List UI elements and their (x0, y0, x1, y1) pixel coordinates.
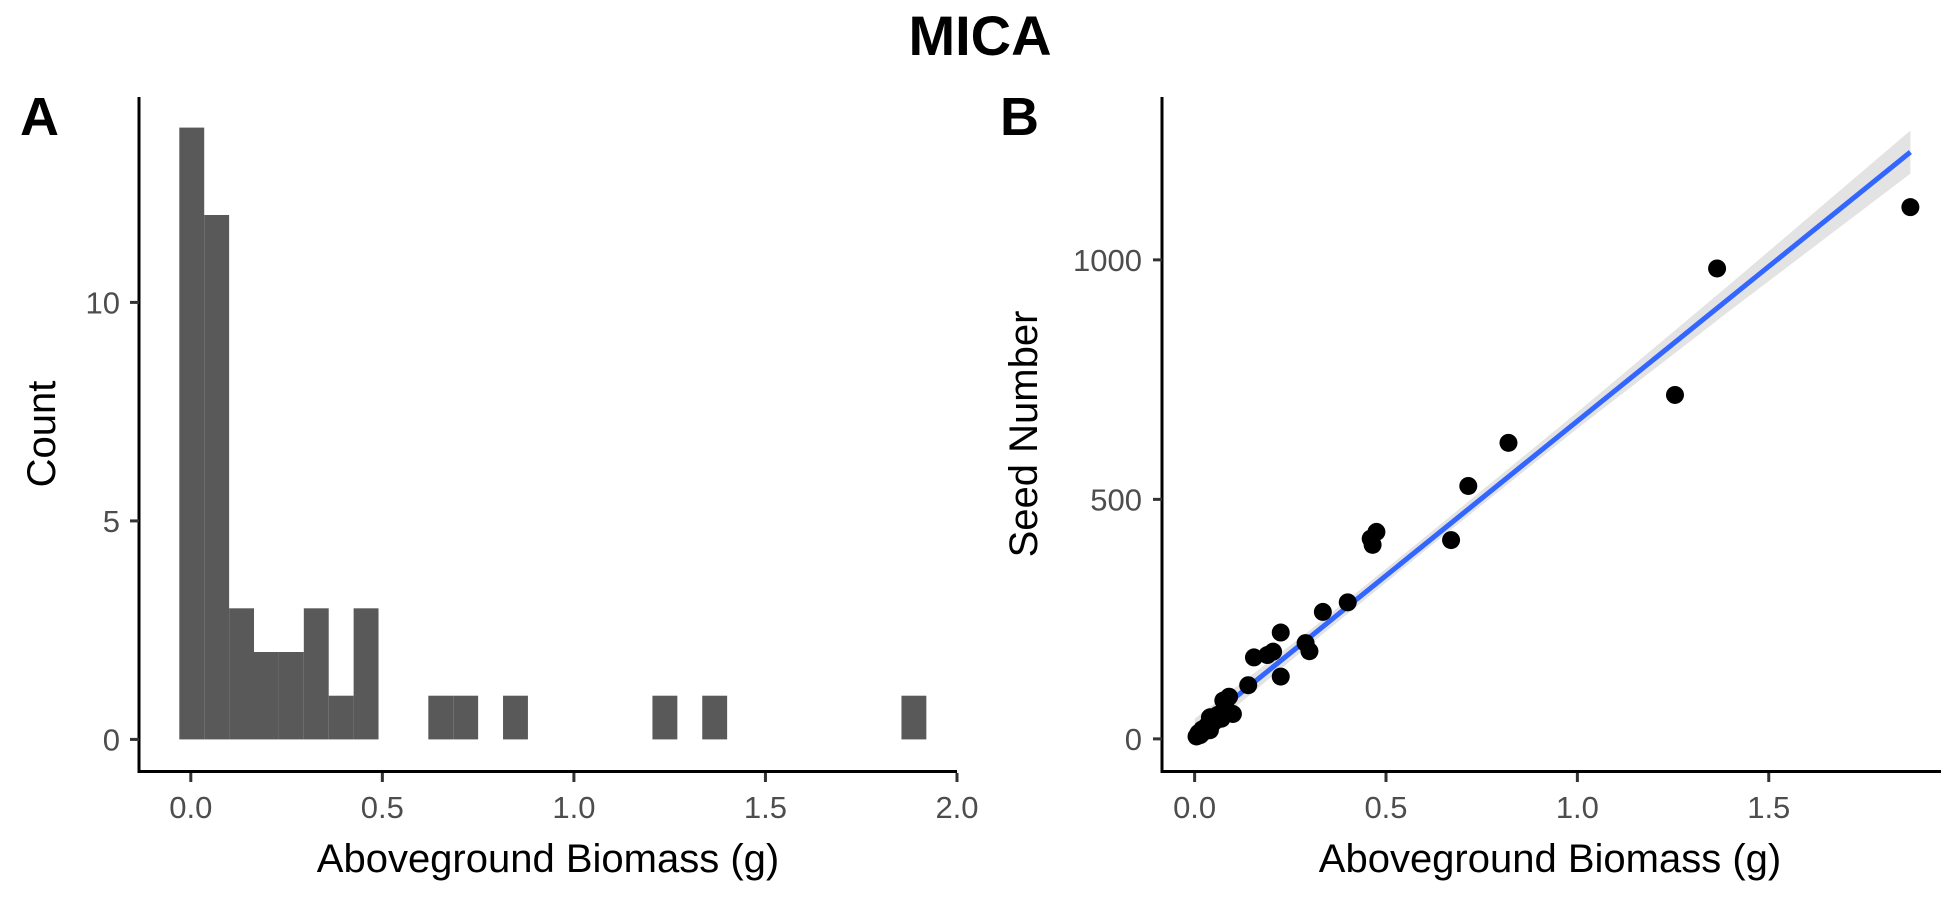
panel-a-x-axis-label: Aboveground Biomass (g) (317, 837, 779, 881)
scatter-point (1313, 602, 1332, 621)
x-tick-label: 1.5 (744, 790, 787, 825)
histogram-bar (278, 652, 304, 740)
y-tick-label: 10 (86, 285, 120, 320)
histogram-bar (303, 608, 329, 740)
regression-fit (1193, 150, 1912, 733)
panel-b-x-axis-label: Aboveground Biomass (g) (1319, 837, 1781, 881)
y-tick-label: 5 (103, 504, 120, 539)
histogram-bar (652, 695, 678, 740)
x-tick-label: 0.0 (1173, 790, 1216, 825)
panel-a-y-ticks: 0 5 10 (86, 285, 139, 757)
scatter-point (1271, 623, 1290, 642)
scatter-point (1708, 259, 1727, 278)
x-tick-label: 0.0 (169, 790, 212, 825)
scatter-point (1223, 704, 1242, 723)
histogram-bar (428, 695, 454, 740)
x-tick-label: 1.0 (1556, 790, 1599, 825)
histogram-bar (204, 214, 230, 740)
histogram-bar (901, 695, 927, 740)
scatter-point (1244, 648, 1263, 667)
figure-title: MICA (908, 4, 1051, 67)
histogram-bar (453, 695, 479, 740)
y-tick-label: 0 (103, 722, 120, 757)
x-tick-label: 2.0 (935, 790, 978, 825)
scatter-points (1187, 198, 1920, 746)
x-tick-label: 0.5 (361, 790, 404, 825)
scatter-point (1300, 642, 1319, 661)
scatter-point (1220, 687, 1239, 706)
x-tick-label: 1.5 (1747, 790, 1790, 825)
histogram-bar (503, 695, 528, 740)
histogram-bar (328, 695, 354, 740)
panel-b-y-ticks: 0 500 1000 (1073, 243, 1162, 757)
histogram-bar (229, 608, 255, 740)
scatter-point (1499, 433, 1518, 452)
regression-line (1193, 150, 1912, 733)
histogram-plot (179, 127, 927, 740)
x-tick-label: 1.0 (552, 790, 595, 825)
scatter-point (1459, 476, 1478, 495)
panel-a-x-ticks: 0.0 0.5 1.0 1.5 2.0 (169, 773, 979, 825)
panel-a-tag: A (20, 87, 59, 147)
scatter-point (1367, 522, 1386, 541)
scatter-point (1239, 676, 1258, 695)
scatter-point (1271, 667, 1290, 686)
x-tick-label: 0.5 (1364, 790, 1407, 825)
panel-a: A 0.0 0.5 1.0 1.5 2.0 0 5 10 Aboveground Bioma… (20, 87, 979, 881)
histogram-bar (254, 652, 279, 740)
panel-b-y-axis-label: Seed Number (1002, 311, 1046, 558)
scatter-point (1901, 198, 1920, 217)
panel-b-tag: B (1000, 87, 1039, 147)
panel-b: B 0.0 0.5 1.0 1.5 0 500 1000 Aboveground Biom… (1000, 87, 1941, 881)
scatter-point (1338, 593, 1357, 612)
scatter-point (1665, 385, 1684, 404)
y-tick-label: 0 (1125, 722, 1142, 757)
panel-a-y-axis-label: Count (20, 381, 64, 488)
histogram-bar (179, 127, 205, 740)
scatter-point (1264, 642, 1283, 661)
y-tick-label: 1000 (1073, 243, 1142, 278)
scatter-point (1442, 531, 1461, 550)
panel-b-x-ticks: 0.0 0.5 1.0 1.5 (1173, 773, 1790, 825)
histogram-bar (353, 608, 379, 740)
y-tick-label: 500 (1090, 482, 1142, 517)
histogram-bar (702, 695, 728, 740)
